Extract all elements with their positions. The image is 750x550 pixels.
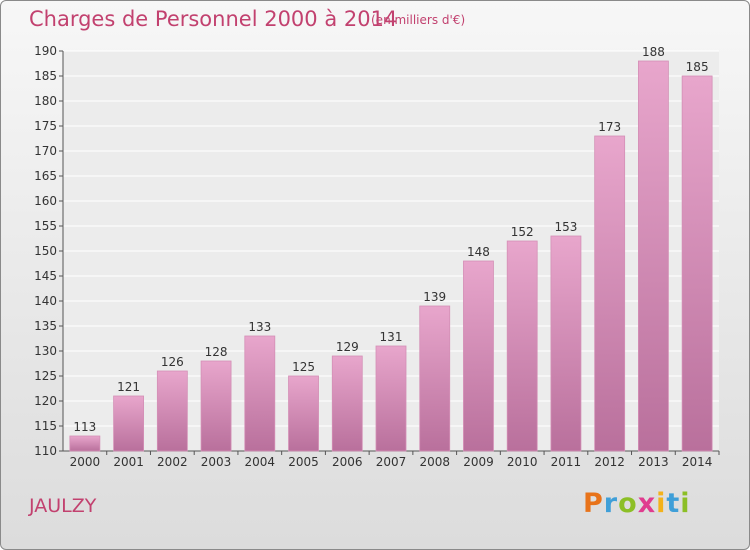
bar [113, 395, 144, 452]
bar [506, 240, 538, 452]
bar [331, 355, 363, 452]
y-tick-label: 165 [34, 169, 57, 183]
chart-subtitle: (en milliers d'€) [371, 13, 466, 27]
value-label: 126 [161, 355, 184, 369]
x-tick-label: 2011 [551, 455, 582, 469]
x-tick-label: 2002 [157, 455, 188, 469]
x-tick-label: 2010 [507, 455, 538, 469]
value-label: 188 [642, 45, 665, 59]
logo-letter: r [603, 488, 619, 519]
value-label: 152 [511, 225, 534, 239]
x-tick-label: 2004 [245, 455, 276, 469]
value-label: 128 [205, 345, 228, 359]
value-label: 153 [554, 220, 577, 234]
bar [200, 360, 232, 452]
bar [594, 135, 626, 452]
logo-letter: o [618, 488, 638, 519]
logo-letter: P [583, 488, 604, 519]
bar [638, 60, 669, 452]
bar [69, 435, 101, 452]
y-tick-label: 115 [34, 419, 57, 433]
y-tick-label: 170 [34, 144, 57, 158]
x-tick-label: 2013 [638, 455, 669, 469]
bar [244, 335, 276, 452]
value-label: 121 [117, 380, 140, 394]
x-tick-label: 2006 [332, 455, 363, 469]
bar [419, 305, 451, 452]
value-label: 129 [336, 340, 359, 354]
x-tick-label: 2000 [70, 455, 101, 469]
bar [288, 375, 319, 452]
y-tick-label: 120 [34, 394, 57, 408]
y-tick-label: 135 [34, 319, 57, 333]
logo-letter: t [666, 488, 681, 519]
bar [375, 345, 407, 452]
logo-letter: i [656, 488, 667, 519]
bar [463, 260, 494, 452]
y-tick-label: 130 [34, 344, 57, 358]
value-label: 131 [380, 330, 403, 344]
value-label: 133 [248, 320, 271, 334]
y-tick-label: 145 [34, 269, 57, 283]
y-tick-label: 160 [34, 194, 57, 208]
bar [681, 75, 713, 452]
x-tick-label: 2005 [288, 455, 319, 469]
y-tick-label: 150 [34, 244, 57, 258]
value-label: 139 [423, 290, 446, 304]
value-label: 185 [686, 60, 709, 74]
x-tick-label: 2009 [463, 455, 494, 469]
y-tick-label: 175 [34, 119, 57, 133]
y-tick-label: 125 [34, 369, 57, 383]
value-label: 113 [73, 420, 96, 434]
y-tick-label: 140 [34, 294, 57, 308]
y-tick-label: 155 [34, 219, 57, 233]
logo-letter: x [637, 488, 657, 519]
y-tick-label: 110 [34, 444, 57, 458]
x-tick-label: 2012 [594, 455, 625, 469]
x-tick-label: 2003 [201, 455, 232, 469]
x-tick-label: 2001 [113, 455, 144, 469]
value-label: 125 [292, 360, 315, 374]
value-label: 173 [598, 120, 621, 134]
x-tick-label: 2014 [682, 455, 713, 469]
bar [550, 235, 582, 452]
proxiti-logo: Proxiti [583, 488, 691, 519]
x-tick-label: 2008 [419, 455, 450, 469]
city-name: JAULZY [29, 495, 97, 517]
logo-letter: i [680, 488, 691, 519]
x-tick-label: 2007 [376, 455, 407, 469]
y-tick-label: 190 [34, 44, 57, 58]
y-tick-label: 185 [34, 69, 57, 83]
chart-title: Charges de Personnel 2000 à 2014 [29, 7, 398, 31]
value-label: 148 [467, 245, 490, 259]
bar [156, 370, 188, 452]
y-tick-label: 180 [34, 94, 57, 108]
